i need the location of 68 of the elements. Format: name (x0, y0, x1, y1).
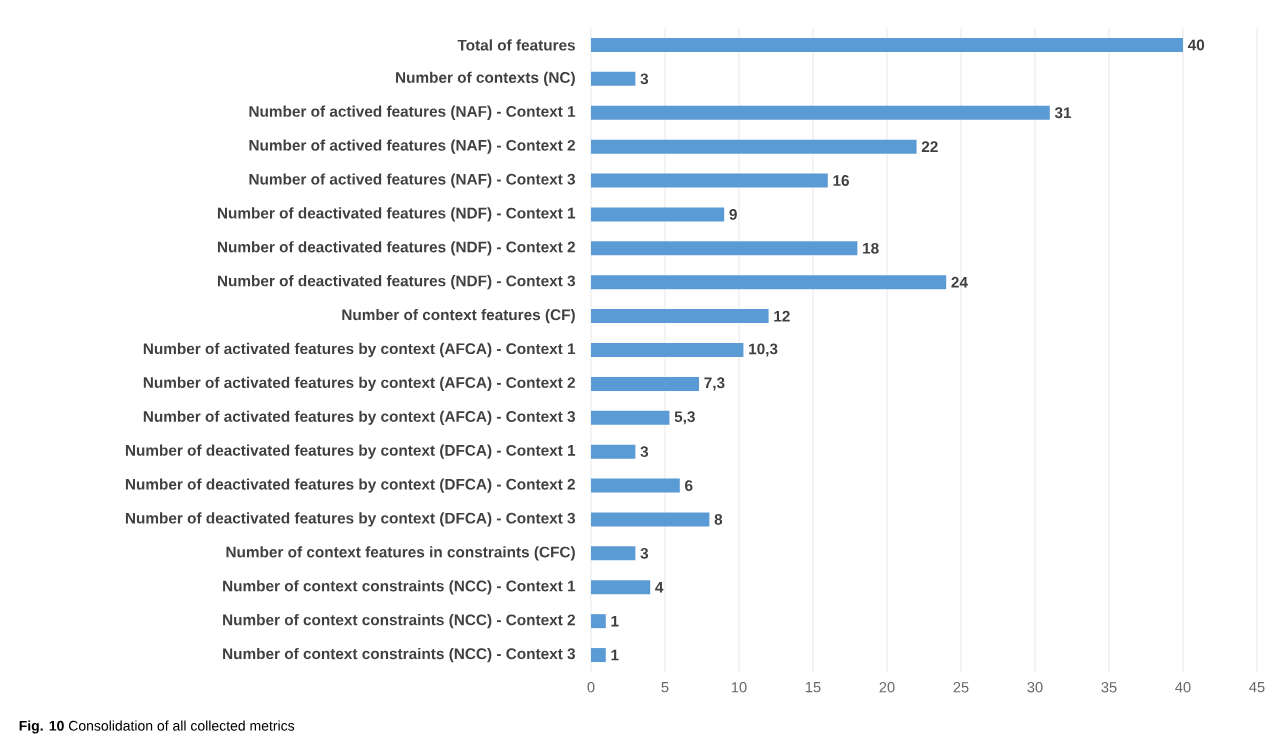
data-label: 10,3 (749, 343, 778, 357)
y-tick-label: Number of activated features by context (AFCA) - Context 2 (143, 376, 575, 392)
x-tick-label: 15 (805, 682, 821, 693)
data-label: 31 (1054, 107, 1072, 119)
data-label: 24 (951, 276, 968, 288)
y-tick-label: Number of activated features by context (AFCA) - Context 1 (143, 342, 576, 358)
x-tick-label: 0 (587, 682, 595, 693)
y-tick-label: Total of features (457, 39, 575, 51)
y-tick-label: Number of actived features (NAF) - Context 1 (249, 105, 576, 120)
bar (591, 376, 700, 391)
data-label: 3 (640, 547, 649, 559)
bar (591, 139, 917, 154)
bar (591, 478, 680, 493)
data-label: 22 (921, 141, 938, 152)
y-tick-label: Number of context constraints (NCC) - Context 1 (223, 580, 576, 595)
bar (591, 343, 744, 357)
y-tick-label: Number of context features in constraints (CFC) (226, 546, 575, 561)
bar (591, 580, 651, 595)
data-label: 16 (833, 175, 849, 186)
data-label: 3 (640, 73, 649, 85)
bar (591, 71, 636, 86)
bar (591, 309, 769, 324)
y-tick-label: Number of deactivated features by context (DFCA) - Context 1 (125, 444, 576, 459)
data-label: 1 (611, 615, 619, 627)
bar (591, 614, 606, 629)
bar (591, 648, 606, 663)
bar (591, 512, 710, 527)
bar (591, 275, 947, 290)
y-tick-label: Number of deactivated features by context (DFCA) - Context 2 (125, 478, 575, 493)
x-tick-label: 35 (1101, 682, 1117, 693)
y-tick-label: Number of deactivated features (NDF) - Context 2 (217, 241, 575, 256)
data-label: 8 (714, 514, 723, 525)
y-tick-label: Number of deactivated features (NDF) - Context 3 (217, 275, 576, 290)
y-tick-label: Number of actived features (NAF) - Context 3 (249, 173, 576, 188)
data-label: 4 (655, 582, 664, 593)
data-label: 18 (863, 242, 879, 254)
data-label: 1 (611, 649, 619, 661)
data-label: 40 (1187, 39, 1205, 51)
text: Fig. 10 Consolidation of all collected metrics (19, 720, 295, 734)
data-label: 3 (640, 446, 649, 458)
data-label: 5,3 (674, 411, 695, 425)
bar (591, 444, 636, 459)
data-label: 12 (774, 310, 790, 322)
x-tick-label: 45 (1249, 682, 1265, 693)
bar (591, 546, 636, 561)
bar (591, 37, 1183, 52)
x-tick-label: 10 (731, 682, 747, 693)
data-label: 7,3 (704, 377, 725, 391)
y-tick-label: Number of context features (CF) (342, 308, 575, 324)
data-label: 6 (685, 480, 693, 492)
bar (591, 207, 725, 222)
x-tick-label: 30 (1027, 682, 1043, 693)
y-tick-label: Number of context constraints (NCC) - Context 3 (223, 647, 576, 663)
x-tick-label: 5 (661, 682, 669, 693)
y-tick-label: Number of activated features by context (AFCA) - Context 3 (143, 410, 576, 425)
bar (591, 410, 670, 425)
x-tick-label: 20 (879, 682, 895, 693)
bar (591, 173, 828, 188)
y-tick-label: Number of deactivated features by context (DFCA) - Context 3 (125, 512, 576, 527)
bar (591, 241, 858, 256)
y-tick-label: Number of actived features (NAF) - Context 2 (249, 139, 575, 154)
bar (591, 105, 1050, 120)
data-label: 9 (729, 209, 737, 220)
y-tick-label: Number of context constraints (NCC) - Context 2 (223, 614, 575, 629)
y-tick-label: Number of contexts (NC) (396, 71, 575, 86)
y-tick-label: Number of deactivated features (NDF) - Context 1 (217, 207, 576, 222)
x-tick-label: 40 (1175, 682, 1191, 693)
x-tick-label: 25 (953, 682, 969, 693)
